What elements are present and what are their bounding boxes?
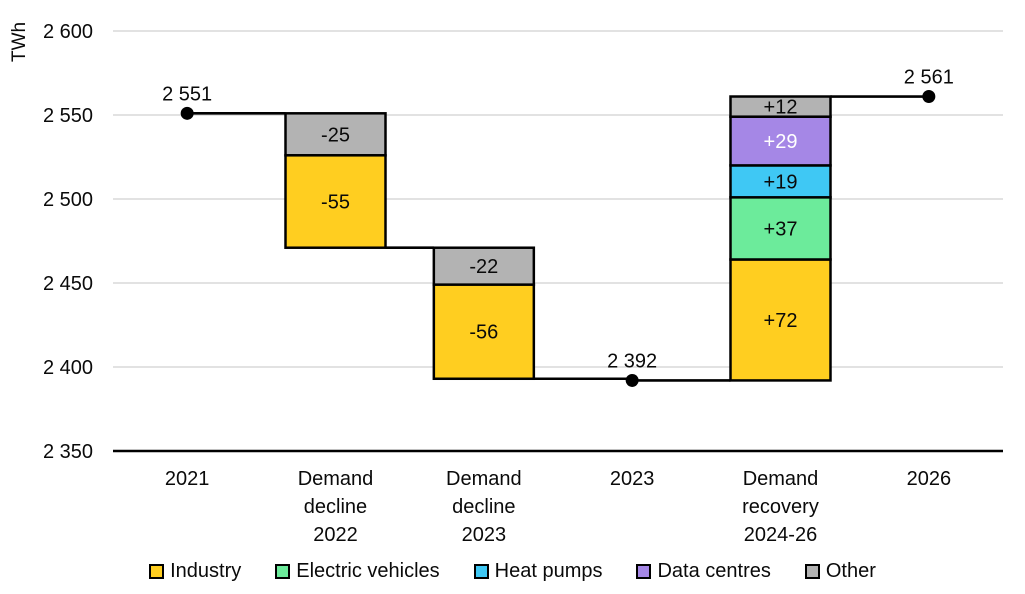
bar-segment-data_centres: [729, 115, 832, 167]
bar-segment-label: +72: [764, 310, 798, 332]
bar-segment-label: +19: [764, 171, 798, 193]
legend-item-other: Other: [804, 559, 876, 583]
legend-label: Data centres: [657, 559, 771, 582]
bar-segment-industry: [284, 154, 387, 249]
data-point-label: 2 392: [607, 350, 657, 372]
legend: Industry Electric vehicles Heat pumps Data …: [0, 556, 1025, 586]
bar-segment-label: -22: [469, 256, 498, 278]
data-point-label: 2 551: [162, 83, 212, 105]
bar-segment-industry: [729, 258, 832, 382]
y-tick-label: 2 350: [43, 441, 93, 463]
legend-swatch-other: [804, 563, 820, 579]
legend-swatch-ev: [275, 563, 291, 579]
y-tick-label: 2 400: [43, 357, 93, 379]
x-axis-label: Demand decline 2022: [298, 468, 374, 546]
x-axis-label: 2021: [165, 468, 210, 490]
legend-swatch-industry: [149, 563, 165, 579]
x-axis-label: Demand recovery 2024-26: [742, 468, 819, 546]
bar-segment-label: +12: [764, 97, 798, 119]
y-tick-label: 2 600: [43, 21, 93, 43]
legend-item-ev: Electric vehicles: [275, 559, 440, 583]
x-axis-label: Demand decline 2023: [446, 468, 522, 546]
x-axis-label: 2023: [610, 468, 655, 490]
legend-swatch-data_centres: [636, 563, 652, 579]
bar-segment-label: +29: [764, 131, 798, 153]
data-point-dot: [922, 90, 936, 104]
y-tick-label: 2 450: [43, 273, 93, 295]
bar-segment-label: -56: [469, 322, 498, 344]
legend-label: Electric vehicles: [296, 559, 440, 582]
bar-segment-industry: [432, 283, 536, 381]
data-point-label: 2 561: [904, 67, 954, 89]
legend-label: Heat pumps: [494, 559, 603, 582]
legend-item-industry: Industry: [149, 560, 241, 583]
legend-label: Industry: [170, 559, 242, 582]
y-tick-label: 2 500: [43, 189, 93, 211]
legend-label: Other: [825, 559, 876, 582]
bar-segment-label: -55: [321, 192, 350, 214]
y-tick-label: 2 550: [43, 105, 93, 127]
bar-segment-other: [729, 95, 832, 118]
bar-segment-label: -25: [321, 124, 350, 146]
bar-segment-heat_pumps: [729, 164, 832, 199]
legend-item-data_centres: Data centres: [636, 559, 771, 583]
bar-segment-other: [432, 246, 536, 286]
y-axis-unit-label: TWh: [9, 22, 30, 62]
legend-item-heat_pumps: Heat pumps: [473, 559, 603, 583]
x-axis-label: 2026: [907, 468, 952, 490]
legend-swatch-heat_pumps: [473, 563, 489, 579]
bar-segment-label: +37: [764, 218, 798, 240]
